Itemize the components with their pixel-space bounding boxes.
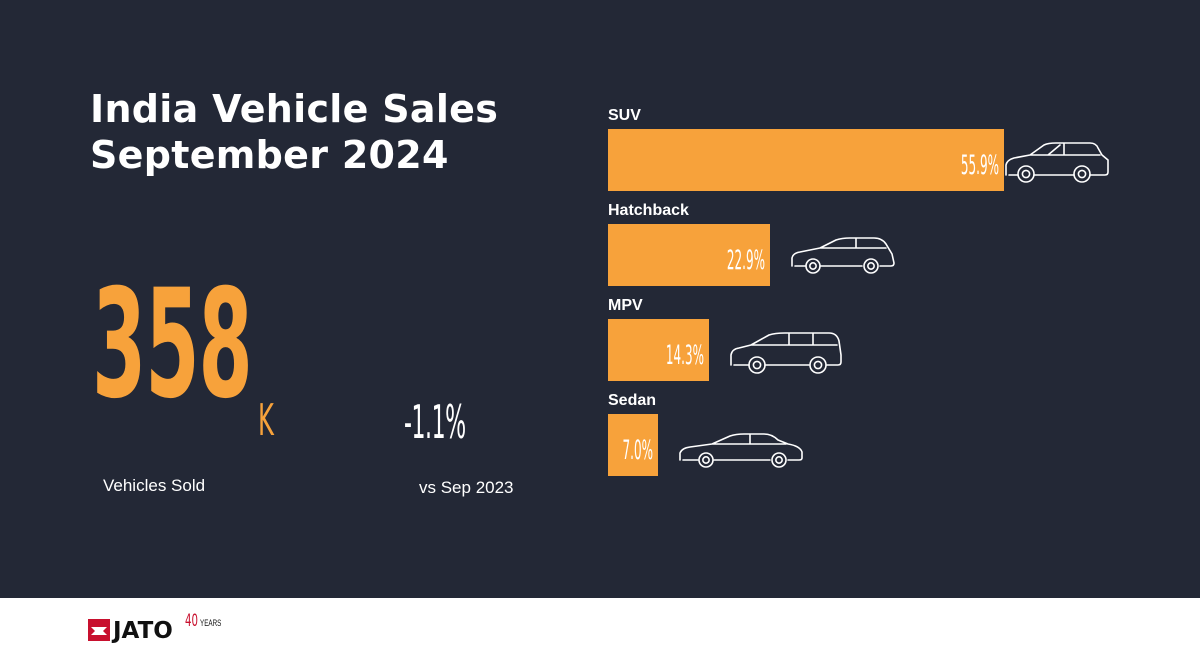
brand-name: JATO [113,618,173,644]
suv-icon [1005,142,1109,183]
vehicles-sold-unit: K [258,395,274,446]
title-line-2: September 2024 [90,133,449,177]
mpv-icon [730,332,842,374]
anniversary-number: 40 [185,611,198,631]
category-label-hatchback: Hatchback [608,202,689,219]
category-label-mpv: MPV [608,297,643,314]
footer [0,598,1200,667]
bar-sedan [608,414,658,476]
segment-share-chart: SUV 55.9% Hatchback 22.9% MPV 14.3% Sedan 7.0% [608,107,1109,476]
bar-value-suv: 55.9% [961,149,999,180]
bar-suv [608,129,1004,191]
category-label-suv: SUV [608,107,641,124]
category-label-sedan: Sedan [608,392,656,409]
bar-hatchback [608,224,770,286]
bar-value-mpv: 14.3% [666,339,704,370]
bar-value-sedan: 7.0% [623,434,653,465]
yoy-change-value: -1.1% [404,395,466,449]
bar-value-hatchback: 22.9% [727,244,765,275]
sedan-icon [679,433,803,468]
bar-mpv [608,319,709,381]
anniversary-word: YEARS [200,618,222,628]
vehicles-sold-caption: Vehicles Sold [103,476,206,495]
title-line-1: India Vehicle Sales [90,87,499,131]
jato-mark-icon [88,619,110,641]
hatchback-icon [791,237,895,274]
yoy-change-caption: vs Sep 2023 [419,478,514,497]
vehicles-sold-value: 358 [92,258,253,432]
page-title: India Vehicle Sales September 2024 [90,86,498,178]
infographic-panel [0,0,1200,598]
